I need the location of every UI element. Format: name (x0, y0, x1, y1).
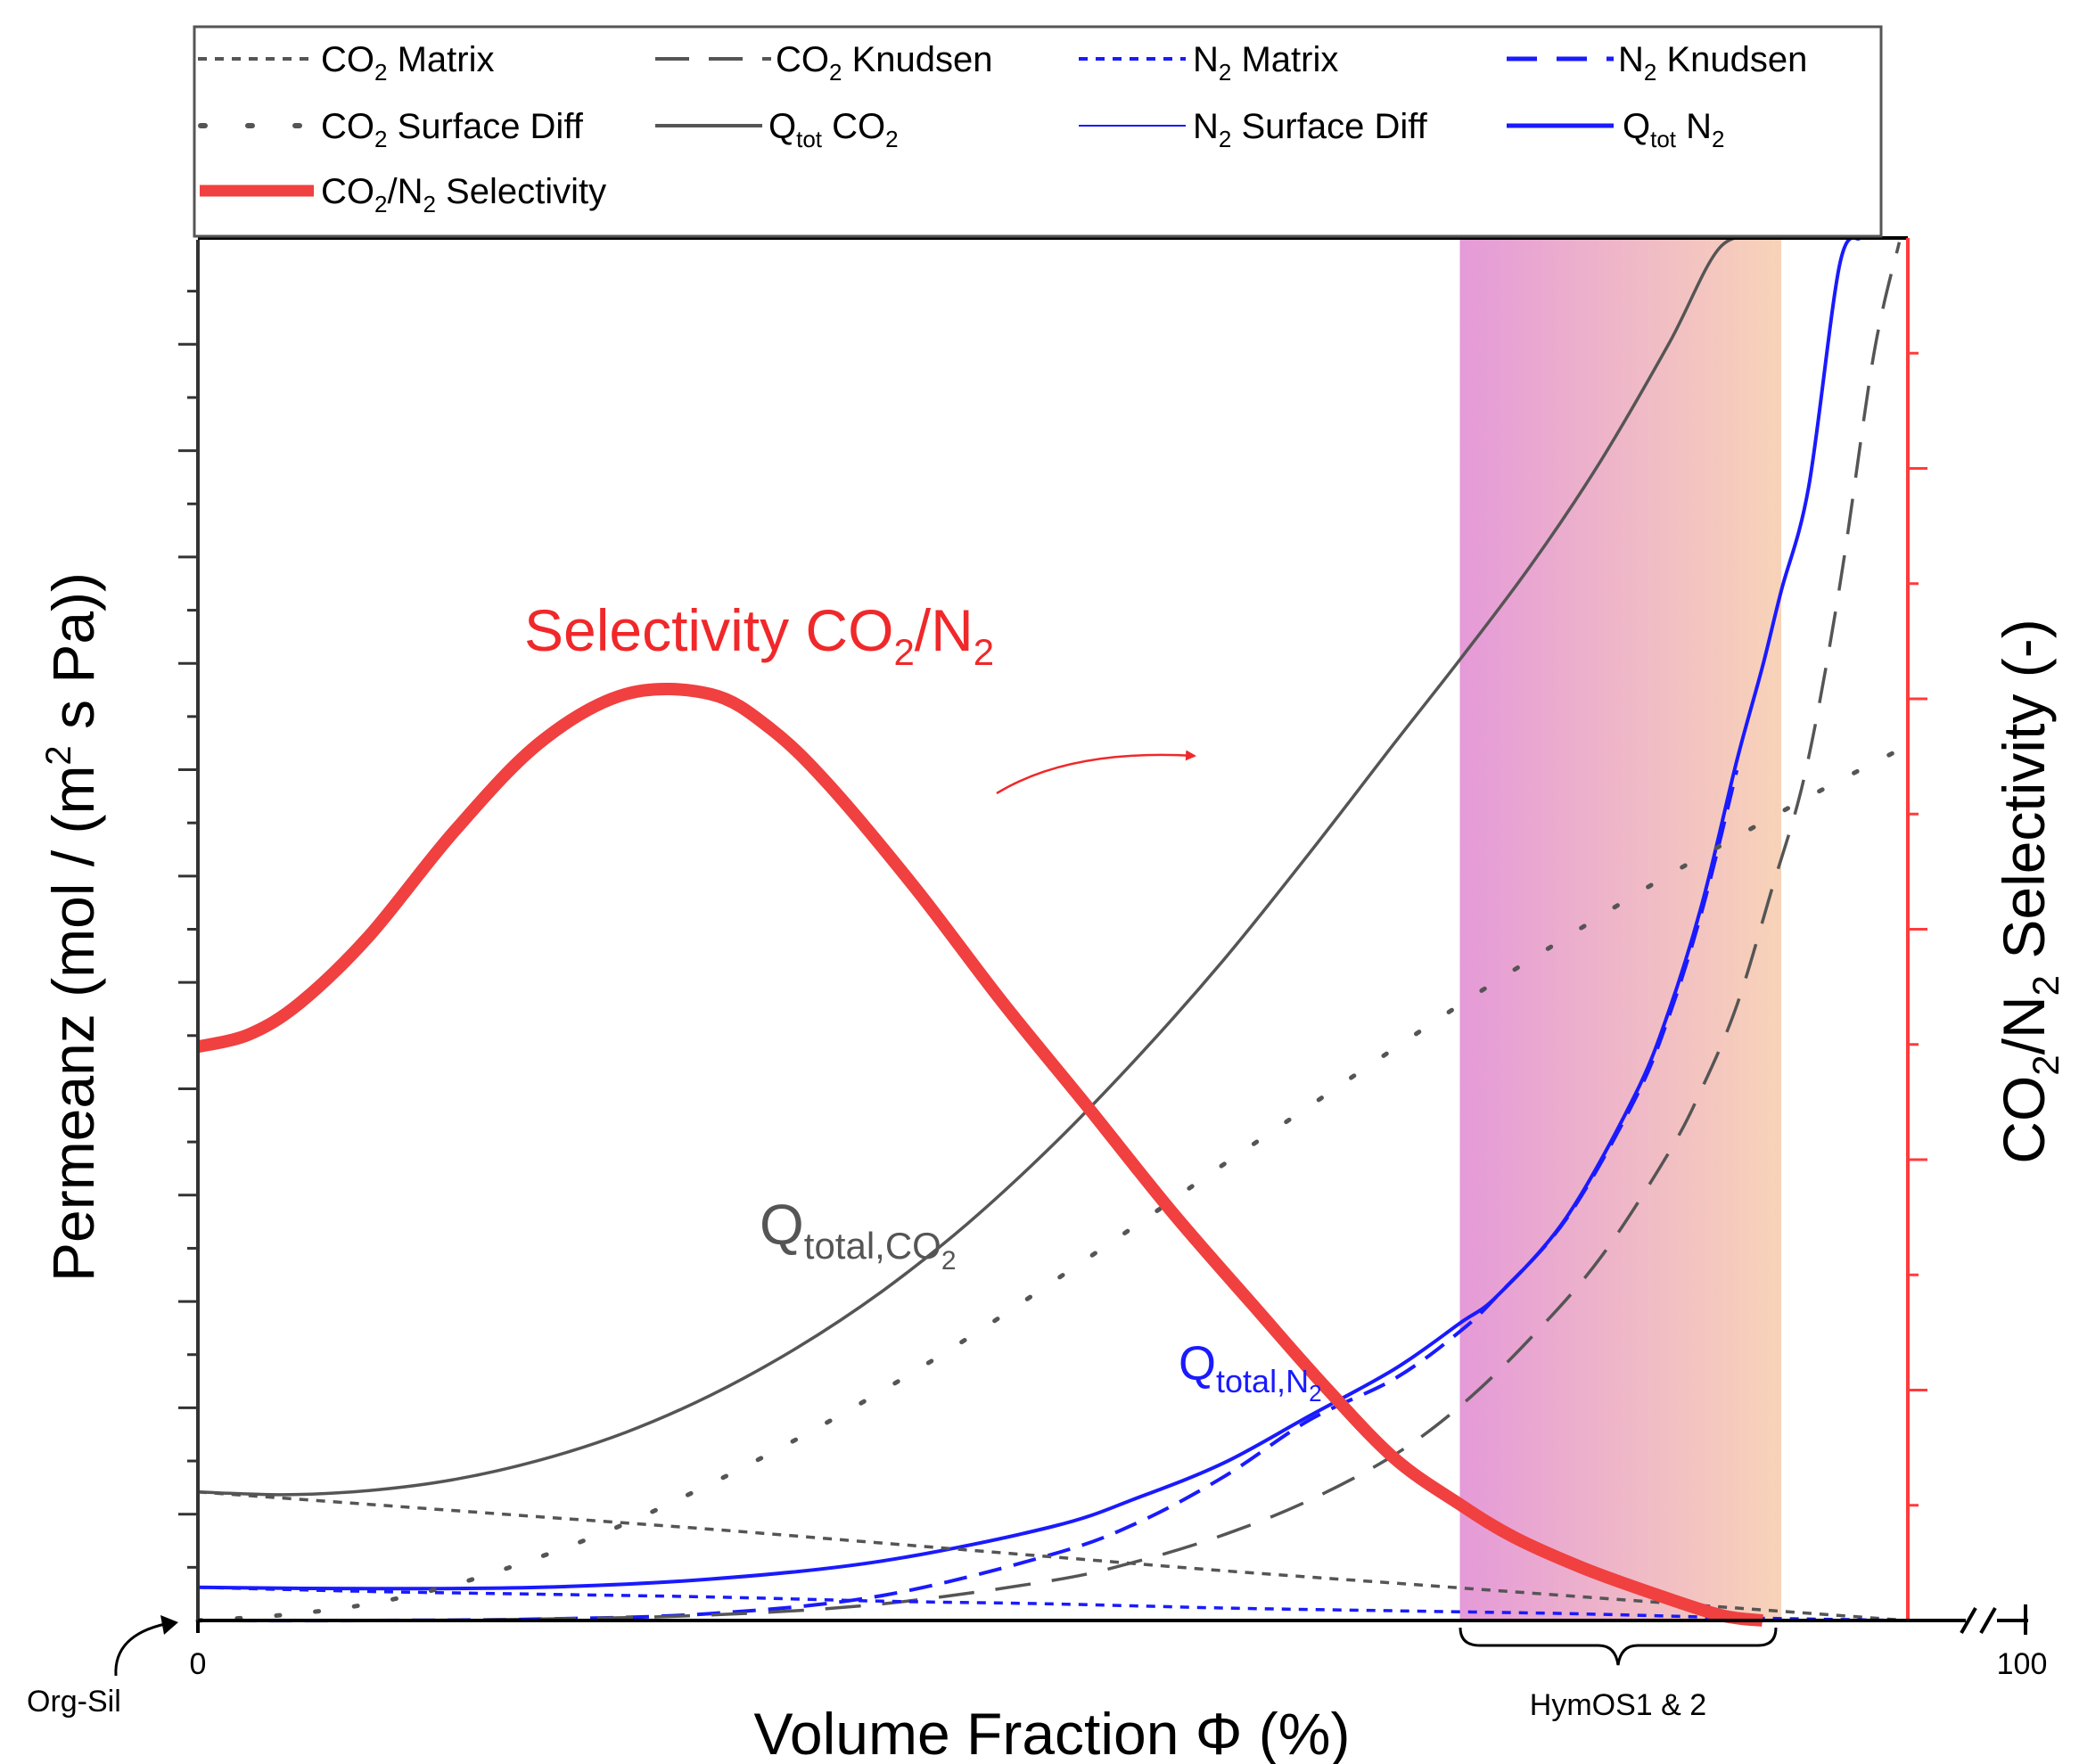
svg-text:Qtot N2: Qtot N2 (1623, 107, 1725, 152)
org-sil-label: Org-Sil (27, 1685, 121, 1719)
q-total-n2-label: Qtotal,N2 (1179, 1337, 1322, 1407)
series-n2-knudsen (197, 769, 1739, 1623)
y-left-axis-label: Permeanz (mol / (m2 s Pa)) (39, 572, 106, 1282)
legend-item-co2-matrix: CO2 Matrix (198, 40, 494, 86)
legend-item-n2-matrix: N2 Matrix (1079, 40, 1338, 86)
svg-text:CO2/N2 Selectivity: CO2/N2 Selectivity (321, 172, 606, 217)
hymos-brace (1459, 1627, 1778, 1666)
x-axis-label: Volume Fraction Φ (%) (754, 1701, 1351, 1764)
q-total-co2-label: Qtotal,CO2 (760, 1193, 957, 1276)
series-selectivity (196, 683, 1763, 1627)
legend-box (193, 25, 1883, 238)
hymos-range-band (1459, 238, 1782, 1620)
org-sil-arrow (114, 1622, 166, 1677)
legend-item-n2-knudsen: N2 Knudsen (1507, 40, 1807, 86)
svg-text:N2 Knudsen: N2 Knudsen (1618, 40, 1807, 86)
legend-item-co2-knudsen: CO2 Knudsen (655, 40, 993, 86)
series-qtot-n2 (197, 235, 1861, 1591)
svg-text:CO2 Matrix: CO2 Matrix (321, 40, 494, 86)
legend-item-co2-surface: CO2 Surface Diff (198, 107, 584, 152)
legend: CO2 Matrix CO2 Knudsen N2 Matrix N2 Knud… (193, 25, 1883, 238)
left-axis-ticks (178, 290, 198, 1569)
svg-text:CO2 Knudsen: CO2 Knudsen (776, 40, 993, 86)
axis-break-icon (1960, 1604, 2027, 1635)
legend-item-qtot-co2: Qtot CO2 (655, 107, 899, 152)
org-sil-arrowhead (160, 1615, 178, 1635)
series-co2-matrix (197, 1490, 1909, 1622)
x-tick-100: 100 (1997, 1647, 2048, 1681)
legend-item-selectivity: CO2/N2 Selectivity (200, 172, 606, 217)
right-axis-ticks (1908, 351, 1927, 1507)
series-co2-knudsen (197, 242, 1902, 1622)
y-right-axis-label: CO2/N2 Selectivity (-) (1991, 619, 2067, 1163)
hymos-label: HymOS1 & 2 (1530, 1688, 1706, 1722)
svg-text:N2 Surface Diff: N2 Surface Diff (1193, 107, 1428, 152)
series-n2-matrix (197, 1586, 1909, 1622)
x-tick-0: 0 (190, 1647, 207, 1681)
svg-text:Qtot CO2: Qtot CO2 (768, 107, 899, 152)
legend-item-n2-surface: N2 Surface Diff (1079, 107, 1428, 152)
selectivity-arrow (996, 750, 1196, 795)
selectivity-annotation: Selectivity CO2/N2 (524, 597, 994, 673)
svg-text:N2 Matrix: N2 Matrix (1193, 40, 1338, 86)
legend-item-qtot-n2: Qtot N2 (1507, 107, 1725, 152)
svg-text:CO2 Surface Diff: CO2 Surface Diff (321, 107, 584, 152)
